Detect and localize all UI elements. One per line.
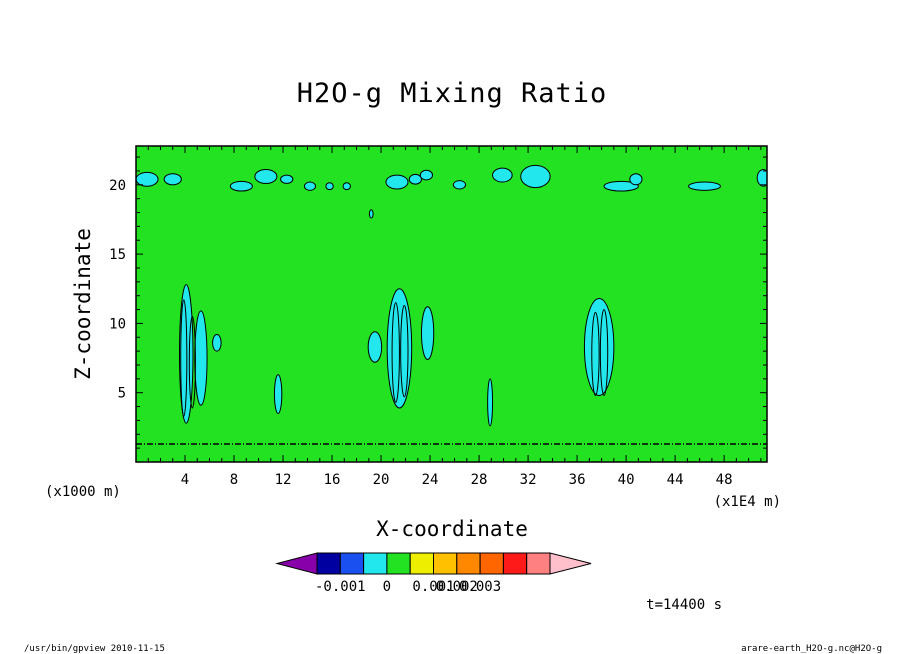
y-axis-label: Z-coordinate	[71, 228, 95, 380]
x-axis-label: X-coordinate	[376, 517, 528, 541]
colorbar-tick-label: 0.002	[436, 579, 478, 595]
y-axis-ticks: 5 10 15 20	[109, 156, 767, 449]
x-tick-label: 48	[716, 472, 733, 488]
x-unit-left: (x1000 m)	[45, 484, 121, 500]
cyan-region	[385, 174, 409, 190]
colorbar-box	[526, 552, 551, 575]
colorbar	[275, 552, 592, 575]
y-tick-label: 5	[118, 386, 126, 402]
plot-area	[136, 146, 767, 462]
contour-line	[591, 311, 600, 396]
cyan-region	[273, 374, 283, 414]
footer-left: /usr/bin/gpview 2010-11-15	[24, 644, 165, 654]
x-tick-label: 32	[520, 472, 537, 488]
cyan-region	[367, 331, 383, 363]
colorbar-box	[316, 552, 341, 575]
x-tick-label: 12	[275, 472, 292, 488]
colorbar-lower-arrow	[275, 552, 318, 575]
cyan-region	[408, 173, 422, 185]
x-tick-label: 40	[618, 472, 635, 488]
x-unit-right: (x1E4 m)	[714, 494, 781, 510]
x-tick-label: 4	[181, 472, 189, 488]
cyan-region	[756, 169, 767, 187]
cyan-region	[212, 333, 222, 352]
contour-line	[400, 304, 409, 398]
colorbar-box	[502, 552, 528, 575]
colorbar-box	[386, 552, 411, 575]
cyan-region	[194, 310, 208, 406]
colorbar-box	[339, 552, 365, 575]
colorbar-tick-label: -0.001	[315, 579, 366, 595]
cyan-region	[629, 173, 643, 186]
time-label: t=14400 s	[646, 597, 722, 613]
cyan-region	[603, 180, 639, 192]
plot-frame	[135, 145, 768, 463]
x-tick-label: 44	[667, 472, 684, 488]
x-tick-label: 24	[422, 472, 439, 488]
y-tick-label: 20	[109, 178, 126, 194]
x-tick-label: 36	[569, 472, 586, 488]
cyan-region	[303, 181, 316, 191]
y-tick-label: 10	[109, 316, 126, 332]
x-axis-ticks: 4 8 12 16 20 24 28 32 36 40 44 48	[147, 146, 762, 488]
x-tick-label: 28	[471, 472, 488, 488]
cyan-region	[452, 180, 467, 190]
x-tick-label: 8	[230, 472, 238, 488]
cyan-region	[163, 173, 182, 186]
cyan-region	[254, 169, 278, 184]
cyan-region	[136, 171, 159, 187]
cyan-region	[492, 167, 513, 183]
colorbar-box	[363, 552, 388, 575]
footer-right: arare-earth_H2O-g.nc@H2O-g	[741, 644, 882, 654]
colorbar-box	[433, 552, 458, 575]
x-tick-label: 16	[324, 472, 341, 488]
contour-line	[391, 302, 400, 403]
cyan-region	[419, 169, 434, 181]
cyan-region	[342, 182, 351, 191]
cyan-region	[520, 164, 551, 189]
contour-line	[188, 315, 196, 409]
colorbar-upper-arrow	[549, 552, 592, 575]
cyan-region	[420, 306, 435, 360]
colorbar-tick-label: 0.003	[459, 579, 501, 595]
colorbar-box	[456, 552, 481, 575]
contour-line	[599, 309, 609, 396]
colorbar-box	[479, 552, 504, 575]
cyan-region	[280, 174, 294, 184]
contour-line	[180, 299, 188, 417]
cyan-region	[487, 378, 494, 427]
contour-lines	[180, 299, 609, 417]
cyan-region	[325, 182, 334, 191]
colorbar-box	[409, 552, 435, 575]
x-tick-label: 20	[373, 472, 390, 488]
colorbar-tick-label: 0.001	[412, 579, 454, 595]
cyan-region	[688, 181, 721, 191]
colorbar-tick-label: 0	[383, 579, 391, 595]
cyan-region	[368, 209, 374, 219]
y-tick-label: 15	[109, 247, 126, 263]
cyan-region	[229, 180, 253, 192]
chart-title: H2O-g Mixing Ratio	[297, 78, 608, 109]
